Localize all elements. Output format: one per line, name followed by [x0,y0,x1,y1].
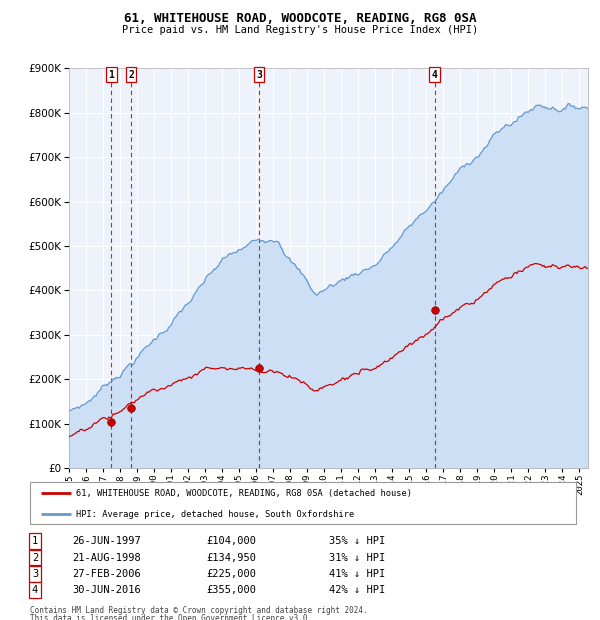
Text: 30-JUN-2016: 30-JUN-2016 [73,585,142,595]
Text: 61, WHITEHOUSE ROAD, WOODCOTE, READING, RG8 0SA (detached house): 61, WHITEHOUSE ROAD, WOODCOTE, READING, … [76,489,412,498]
Text: 27-FEB-2006: 27-FEB-2006 [73,569,142,578]
Text: HPI: Average price, detached house, South Oxfordshire: HPI: Average price, detached house, Sout… [76,510,355,519]
Text: 2: 2 [128,69,134,79]
Text: £225,000: £225,000 [206,569,256,578]
Text: Contains HM Land Registry data © Crown copyright and database right 2024.: Contains HM Land Registry data © Crown c… [30,606,368,616]
Text: 21-AUG-1998: 21-AUG-1998 [73,552,142,562]
Text: £355,000: £355,000 [206,585,256,595]
Text: 4: 4 [432,69,438,79]
Text: 2: 2 [32,552,38,562]
Text: 42% ↓ HPI: 42% ↓ HPI [329,585,386,595]
Text: 41% ↓ HPI: 41% ↓ HPI [329,569,386,578]
Text: £104,000: £104,000 [206,536,256,546]
Text: 1: 1 [32,536,38,546]
Text: 26-JUN-1997: 26-JUN-1997 [73,536,142,546]
Text: £134,950: £134,950 [206,552,256,562]
Text: 31% ↓ HPI: 31% ↓ HPI [329,552,386,562]
Text: This data is licensed under the Open Government Licence v3.0.: This data is licensed under the Open Gov… [30,614,312,620]
Text: 35% ↓ HPI: 35% ↓ HPI [329,536,386,546]
Text: 1: 1 [108,69,114,79]
Text: Price paid vs. HM Land Registry's House Price Index (HPI): Price paid vs. HM Land Registry's House … [122,25,478,35]
Text: 3: 3 [256,69,262,79]
Text: 4: 4 [32,585,38,595]
Text: 61, WHITEHOUSE ROAD, WOODCOTE, READING, RG8 0SA: 61, WHITEHOUSE ROAD, WOODCOTE, READING, … [124,12,476,25]
Text: 3: 3 [32,569,38,578]
